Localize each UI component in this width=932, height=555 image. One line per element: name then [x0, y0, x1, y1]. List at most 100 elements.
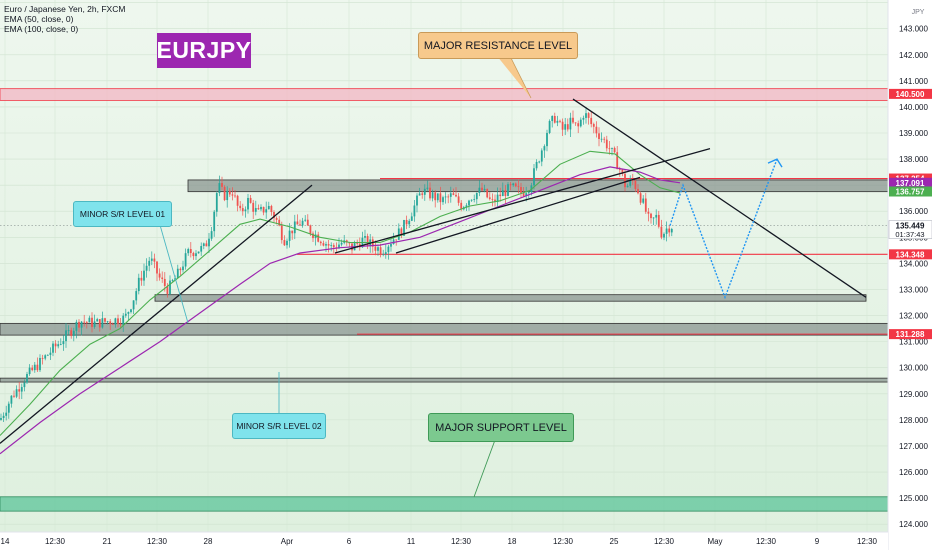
candle-body [72, 330, 75, 336]
candle-body [670, 229, 673, 233]
candle-body [657, 214, 660, 227]
y-tick-label: 129.000 [899, 390, 928, 399]
legend-title: Euro / Japanese Yen, 2h, FXCM [4, 4, 126, 14]
candle-body [509, 184, 512, 186]
candle-body [317, 234, 320, 242]
candle-body [2, 415, 5, 419]
candle-body [447, 196, 450, 198]
candle-body [507, 184, 509, 196]
candle-body [327, 244, 330, 246]
x-tick-label: 12:30 [553, 537, 574, 546]
candle-body [13, 395, 15, 397]
candle-body [574, 122, 577, 124]
candle-body [481, 187, 483, 191]
candle-body [483, 188, 486, 191]
candle-body [577, 123, 580, 127]
candle-body [140, 277, 143, 281]
candle-body [390, 244, 392, 247]
candle-body [166, 285, 169, 294]
y-tick-label: 131.000 [899, 338, 928, 347]
y-tick-label: 134.000 [899, 259, 928, 268]
candle-body [273, 211, 275, 219]
candle-body [309, 225, 312, 234]
candle-body [546, 132, 548, 147]
price-label-box [889, 329, 932, 340]
candle-body [465, 205, 468, 208]
candle-body [556, 120, 559, 123]
candle-body [59, 344, 62, 345]
candle-body [18, 389, 21, 392]
candle-body [171, 280, 174, 281]
candle-body [564, 124, 567, 130]
candle-body [122, 315, 125, 325]
candle-body [457, 196, 460, 203]
candle-body [236, 195, 239, 206]
price-countdown: 01:37:43 [895, 230, 924, 239]
candle-body [179, 268, 182, 271]
price-label: 131.288 [896, 330, 925, 339]
x-tick-label: 14 [1, 537, 10, 546]
candle-body [665, 228, 668, 234]
y-tick-label: 130.000 [899, 364, 928, 373]
candle-body [491, 198, 494, 200]
candle-body [39, 357, 41, 371]
candle-body [124, 313, 127, 316]
candle-body [642, 198, 645, 203]
major-resistance-callout: MAJOR RESISTANCE LEVEL [418, 32, 578, 59]
candle-body [392, 239, 395, 245]
y-tick-label: 132.000 [899, 312, 928, 321]
falling-trendline [572, 98, 867, 298]
candle-body [226, 190, 229, 201]
candle-body [114, 318, 117, 325]
minor-sr-2-callout: MINOR S/R LEVEL 02 [232, 413, 326, 439]
candle-body [413, 205, 416, 217]
candle-body [249, 197, 252, 203]
candle-body [322, 243, 325, 246]
x-tick-label: 12:30 [147, 537, 168, 546]
x-tick-label: 11 [407, 537, 416, 546]
candle-body [93, 321, 96, 327]
candle-body [119, 323, 122, 325]
candle-body [247, 197, 249, 210]
candle-body [270, 205, 273, 212]
candle-body [65, 330, 67, 342]
y-tick-label: 136.000 [899, 207, 928, 216]
y-tick-label: 141.000 [899, 77, 928, 86]
candle-body [496, 194, 499, 202]
candle-body [241, 208, 244, 212]
candle-body [184, 253, 187, 267]
candle-body [52, 343, 54, 353]
candle-body [533, 168, 535, 186]
candle-body [288, 230, 291, 241]
projection-arrowhead [767, 158, 783, 168]
candle-body [525, 193, 528, 197]
price-label: 140.500 [896, 90, 925, 99]
projection-path [669, 158, 778, 300]
candle-body [439, 193, 442, 203]
x-tick-label: Apr [281, 537, 294, 546]
candle-body [408, 220, 411, 225]
candle-body [455, 194, 457, 197]
candle-body [514, 183, 517, 187]
candle-body [252, 202, 255, 212]
x-tick-label: 12:30 [756, 537, 777, 546]
price-label-box [888, 220, 932, 239]
candle-body [512, 183, 515, 186]
legend-ema50: EMA (50, close, 0) [4, 14, 74, 24]
price-label-box [889, 177, 932, 188]
candle-body [660, 226, 663, 238]
candle-body [239, 205, 242, 209]
candle-body [267, 205, 270, 210]
candle-body [400, 228, 403, 236]
candle-body [244, 209, 247, 212]
candle-body [111, 323, 114, 325]
candle-body [85, 322, 88, 323]
candle-body [28, 367, 31, 375]
candle-body [260, 206, 262, 210]
candle-body [161, 277, 164, 279]
candle-body [54, 343, 57, 347]
candle-body [585, 113, 587, 118]
candle-body [218, 183, 221, 194]
candle-body [137, 277, 140, 292]
